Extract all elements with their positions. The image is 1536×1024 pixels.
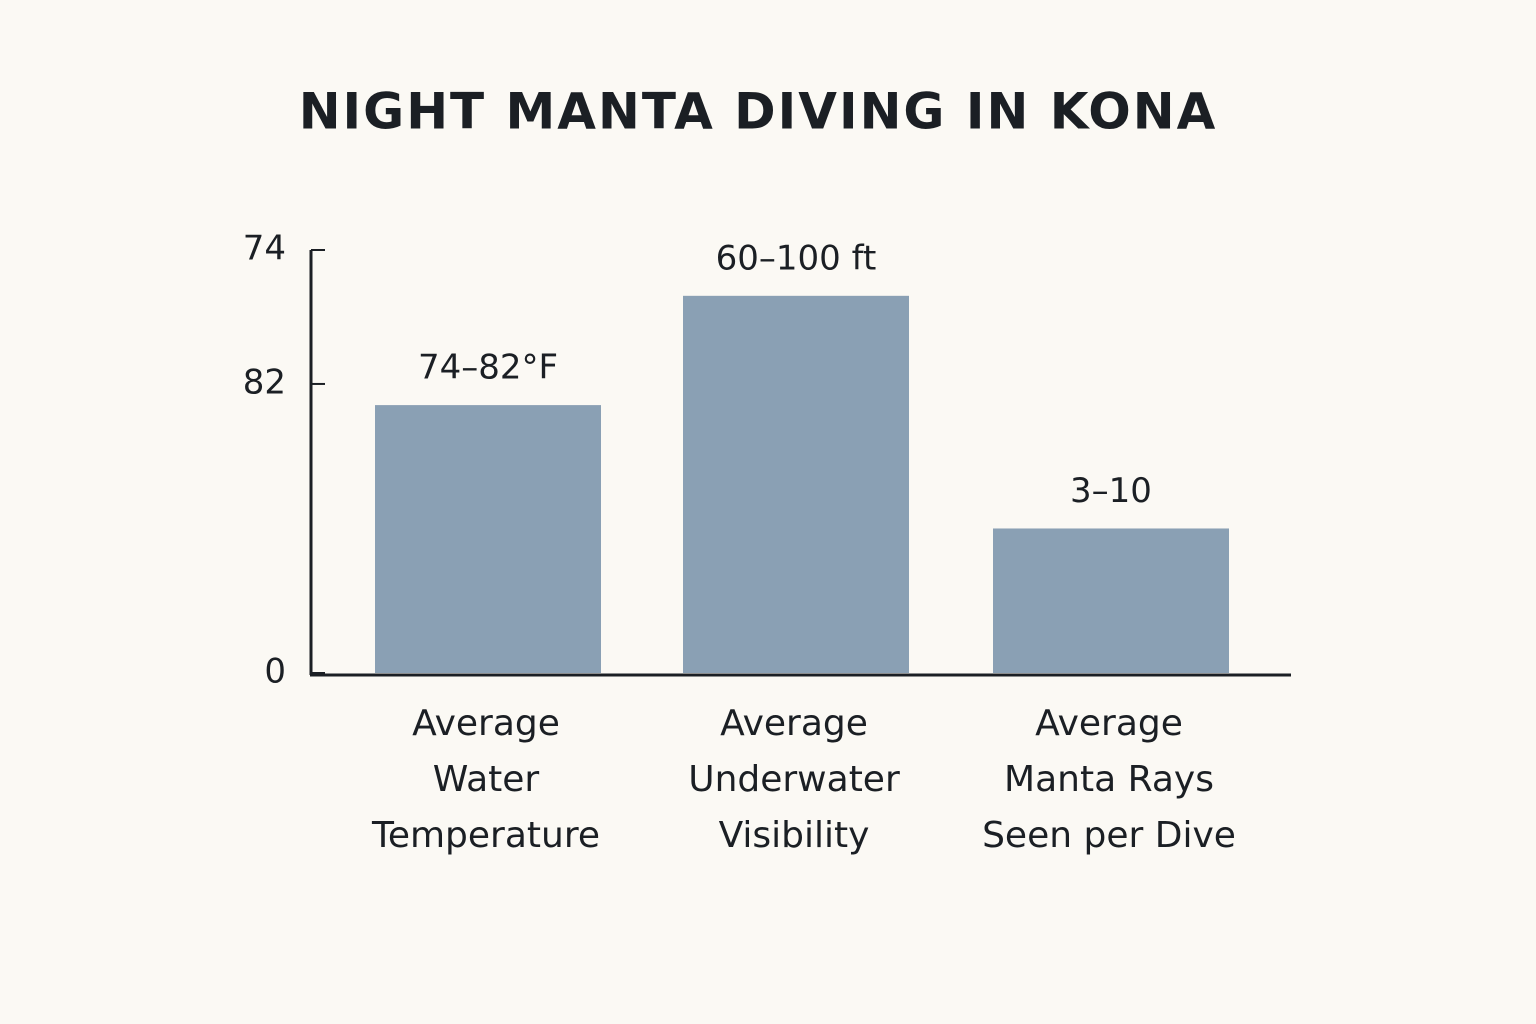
x-tick-label: Water [433,759,540,800]
x-tick-label: Average [720,703,868,744]
x-tick-label: Visibility [719,815,870,856]
x-tick-label: Average [1035,703,1183,744]
bar [993,528,1229,673]
bar [683,295,909,673]
value-label: 60–100 ft [716,238,877,278]
x-tick-label: Seen per Dive [982,815,1236,856]
y-tick-label: 0 [264,652,286,692]
x-tick-label: Temperature [371,815,600,856]
y-tick-label: 74 [243,229,286,269]
x-tick-label: Underwater [688,759,900,800]
value-label: 3–10 [1070,471,1152,511]
value-label: 74–82°F [418,348,558,388]
x-tick-label: Average [412,703,560,744]
x-tick-label: Manta Rays [1004,759,1214,800]
bar [375,405,601,673]
chart-title: NIGHT MANTA DIVING IN KONA [299,83,1218,141]
y-tick-label: 82 [243,362,286,402]
